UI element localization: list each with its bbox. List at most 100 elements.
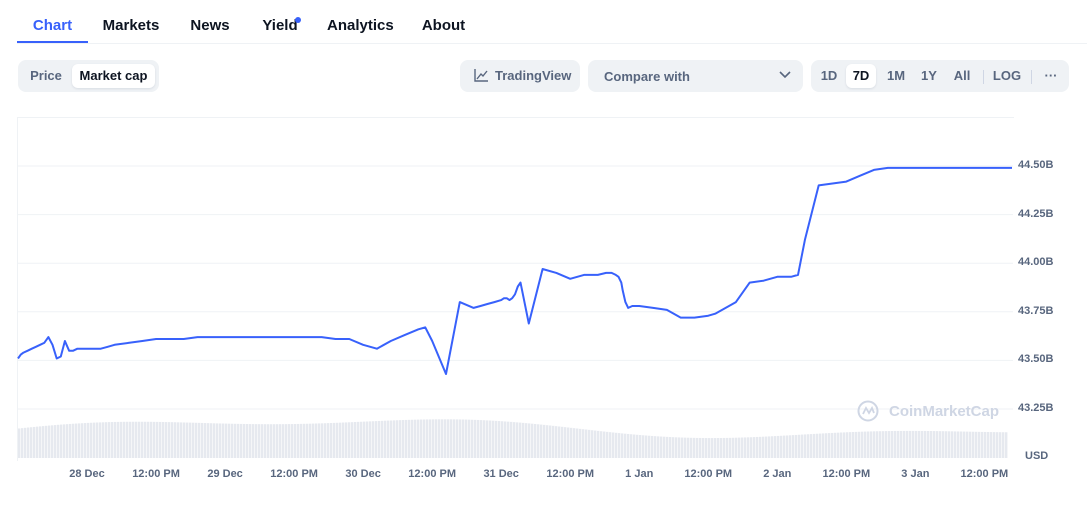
- tab-analytics[interactable]: Analytics: [327, 17, 394, 34]
- volume-bar: [888, 431, 891, 458]
- volume-bar: [297, 423, 300, 458]
- volume-bar: [144, 421, 147, 458]
- volume-bar: [468, 419, 471, 458]
- volume-bar: [264, 424, 267, 458]
- volume-bar: [549, 425, 552, 458]
- volume-bar: [318, 423, 321, 458]
- volume-bar: [603, 431, 606, 458]
- volume-bar: [276, 424, 279, 458]
- volume-bar: [429, 419, 432, 458]
- volume-bar: [36, 426, 39, 458]
- volume-bar: [717, 438, 720, 458]
- price-button[interactable]: Price: [30, 68, 62, 83]
- more-options-button[interactable]: ···: [1044, 68, 1058, 83]
- volume-bar: [258, 424, 261, 458]
- volume-bar: [372, 421, 375, 458]
- volume-bar: [1002, 432, 1005, 458]
- range-1d-button[interactable]: 1D: [820, 68, 838, 83]
- market-cap-button[interactable]: Market cap: [72, 64, 155, 88]
- volume-bar: [123, 421, 126, 458]
- volume-bar: [465, 419, 468, 458]
- volume-bar: [687, 437, 690, 458]
- range-1y-button[interactable]: 1Y: [921, 68, 937, 83]
- range-7d-button[interactable]: 7D: [846, 64, 876, 88]
- volume-bar: [381, 420, 384, 458]
- volume-bar: [399, 420, 402, 458]
- volume-bar: [786, 435, 789, 458]
- volume-bar: [357, 421, 360, 458]
- chart-area[interactable]: [17, 117, 1014, 461]
- tab-markets[interactable]: Markets: [102, 17, 160, 34]
- volume-bar: [162, 421, 165, 458]
- volume-bar: [588, 429, 591, 458]
- volume-bar: [996, 432, 999, 458]
- volume-bar: [408, 419, 411, 458]
- volume-bar: [882, 431, 885, 458]
- volume-bar: [174, 422, 177, 458]
- log-scale-button[interactable]: LOG: [992, 68, 1022, 83]
- volume-bar: [741, 437, 744, 458]
- volume-bar: [951, 431, 954, 458]
- volume-bar: [195, 422, 198, 458]
- tab-yield-label: Yield: [262, 17, 298, 34]
- volume-bar: [207, 423, 210, 458]
- volume-bar: [867, 431, 870, 458]
- x-axis-tick-label: 29 Dec: [207, 468, 243, 480]
- volume-bar: [411, 419, 414, 458]
- volume-bar: [309, 423, 312, 458]
- range-all-button[interactable]: All: [953, 68, 971, 83]
- compare-with-select[interactable]: Compare with: [588, 60, 803, 92]
- volume-bar: [480, 420, 483, 458]
- volume-bar: [354, 422, 357, 458]
- volume-bar: [510, 421, 513, 458]
- volume-bar: [438, 419, 441, 458]
- volume-bar: [804, 434, 807, 458]
- volume-bar: [522, 422, 525, 458]
- volume-bar: [537, 424, 540, 458]
- volume-bar: [363, 421, 366, 458]
- volume-bar: [24, 427, 27, 458]
- volume-bar: [678, 437, 681, 458]
- volume-bar: [204, 423, 207, 458]
- tab-yield[interactable]: Yield: [260, 0, 300, 42]
- volume-bar: [675, 437, 678, 458]
- tab-about[interactable]: About: [421, 17, 466, 34]
- x-axis-tick-label: 12:00 PM: [960, 468, 1009, 480]
- volume-bar: [825, 433, 828, 458]
- volume-bar: [477, 419, 480, 458]
- volume-bar: [693, 437, 696, 458]
- volume-bar: [924, 430, 927, 458]
- volume-bar: [897, 430, 900, 458]
- volume-bar: [441, 419, 444, 458]
- volume-bar: [984, 431, 987, 458]
- y-axis-tick-label: 44.50B: [1018, 159, 1054, 171]
- volume-bar: [312, 423, 315, 458]
- volume-bar: [591, 430, 594, 458]
- volume-bar: [747, 437, 750, 458]
- y-axis-tick-label: 44.00B: [1018, 256, 1054, 269]
- range-1m-button[interactable]: 1M: [886, 68, 906, 83]
- volume-bar: [375, 421, 378, 458]
- volume-bar: [501, 421, 504, 458]
- volume-bar: [831, 432, 834, 458]
- volume-bar: [450, 419, 453, 458]
- volume-bar: [30, 427, 33, 458]
- volume-bar: [618, 433, 621, 458]
- tradingview-button[interactable]: TradingView: [460, 60, 580, 92]
- tab-chart[interactable]: Chart: [17, 0, 88, 43]
- volume-bar: [567, 427, 570, 458]
- volume-bar: [294, 424, 297, 458]
- volume-bar: [801, 434, 804, 458]
- volume-bar: [555, 426, 558, 458]
- volume-bar: [270, 424, 273, 458]
- volume-bar: [576, 428, 579, 458]
- volume-bar: [630, 434, 633, 458]
- volume-bar: [237, 423, 240, 458]
- volume-bar: [735, 437, 738, 458]
- volume-bar: [789, 435, 792, 458]
- volume-bar: [711, 438, 714, 458]
- volume-bar: [669, 437, 672, 458]
- tab-news[interactable]: News: [190, 17, 230, 34]
- volume-bar: [570, 427, 573, 458]
- volume-bar: [66, 424, 69, 458]
